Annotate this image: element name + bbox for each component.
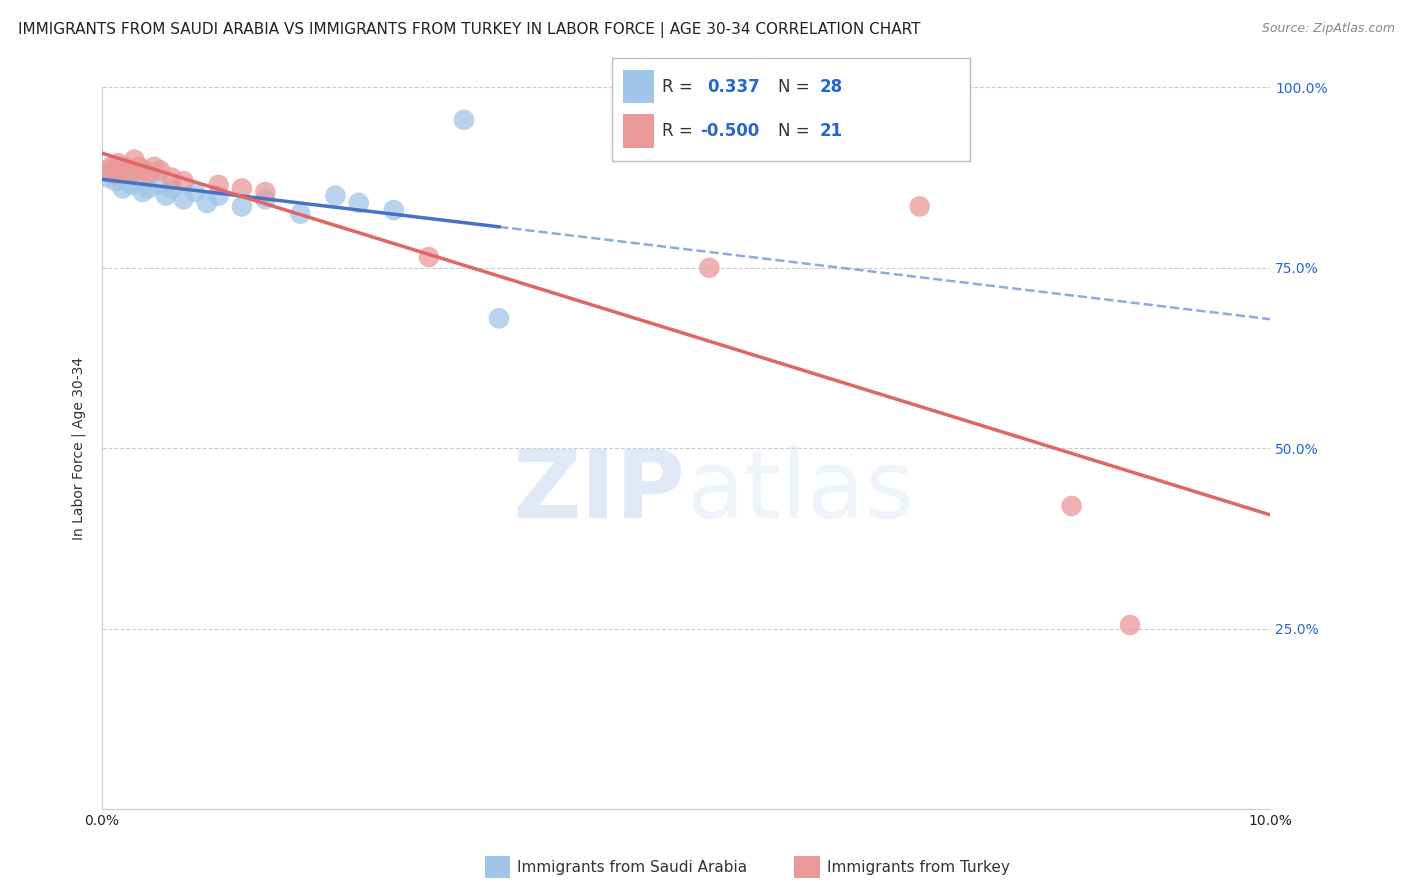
Text: -0.500: -0.500 [700, 122, 759, 140]
Text: Source: ZipAtlas.com: Source: ZipAtlas.com [1261, 22, 1395, 36]
Point [195, 195, 218, 210]
Point [120, 167, 142, 181]
Point [138, 181, 160, 195]
Point [132, 163, 155, 178]
Point [124, 153, 146, 167]
Text: R =: R = [662, 122, 693, 140]
Point [131, 185, 153, 199]
Point [110, 163, 132, 178]
Point [111, 181, 134, 195]
Point [184, 185, 207, 199]
Point [453, 112, 475, 127]
Point [155, 188, 177, 202]
Point [290, 207, 312, 221]
Point [231, 181, 253, 195]
Point [138, 167, 160, 181]
Point [231, 199, 253, 213]
Text: N =: N = [778, 122, 814, 140]
Point [254, 192, 277, 206]
Point [100, 167, 122, 181]
Point [104, 174, 127, 188]
Text: 21: 21 [820, 122, 842, 140]
Point [418, 250, 440, 264]
Point [1060, 499, 1083, 513]
Point [160, 170, 183, 185]
Point [107, 167, 129, 181]
Point [114, 174, 136, 188]
Y-axis label: In Labor Force | Age 30-34: In Labor Force | Age 30-34 [72, 357, 86, 540]
Point [143, 160, 166, 174]
Point [103, 163, 125, 178]
Point [149, 178, 172, 192]
Point [207, 178, 229, 192]
Point [107, 156, 129, 170]
Point [110, 170, 132, 185]
Text: Immigrants from Saudi Arabia: Immigrants from Saudi Arabia [517, 860, 748, 874]
Text: Immigrants from Turkey: Immigrants from Turkey [827, 860, 1010, 874]
Text: N =: N = [778, 78, 814, 95]
Point [325, 188, 347, 202]
Point [254, 185, 277, 199]
Point [96, 170, 118, 185]
Point [699, 260, 721, 275]
Point [908, 199, 931, 213]
Text: atlas: atlas [686, 445, 914, 538]
Text: R =: R = [662, 78, 693, 95]
Point [1119, 618, 1142, 632]
Point [347, 195, 370, 210]
Point [100, 160, 122, 174]
Point [207, 188, 229, 202]
Point [96, 163, 118, 178]
Text: IMMIGRANTS FROM SAUDI ARABIA VS IMMIGRANTS FROM TURKEY IN LABOR FORCE | AGE 30-3: IMMIGRANTS FROM SAUDI ARABIA VS IMMIGRAN… [18, 22, 921, 38]
Text: ZIP: ZIP [513, 445, 686, 538]
Point [125, 174, 148, 188]
Point [160, 181, 183, 195]
Text: 0.337: 0.337 [707, 78, 761, 95]
Point [120, 178, 142, 192]
Point [149, 163, 172, 178]
Point [104, 167, 127, 181]
Text: 28: 28 [820, 78, 842, 95]
Point [382, 203, 405, 218]
Point [114, 160, 136, 174]
Point [173, 174, 195, 188]
Point [117, 167, 139, 181]
Point [488, 311, 510, 326]
Point [128, 160, 150, 174]
Point [173, 192, 195, 206]
